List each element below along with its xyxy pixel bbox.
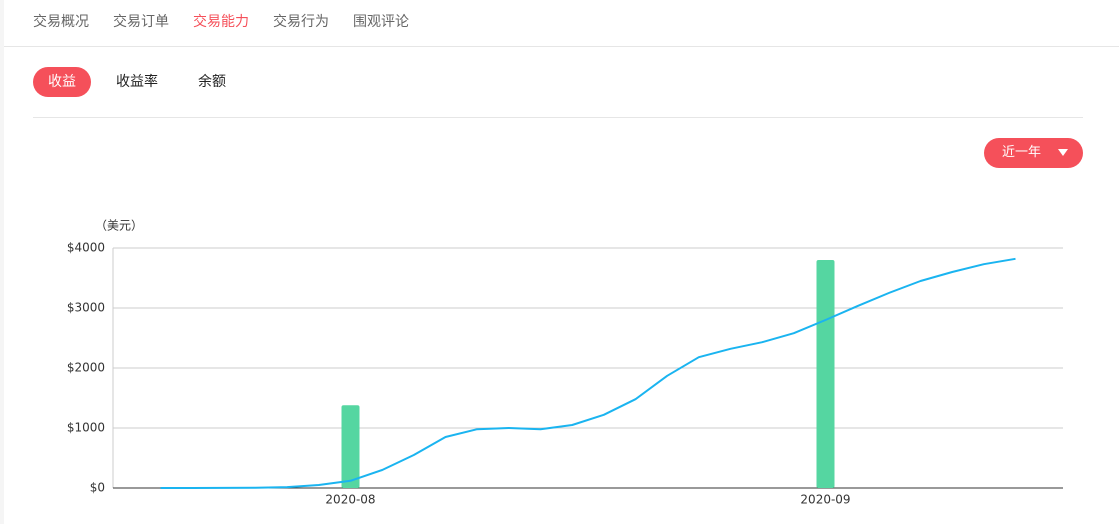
line — [160, 257, 1016, 489]
nav-tab[interactable]: 围观评论 — [353, 14, 409, 30]
y-tick-label: $1000 — [67, 421, 105, 435]
nav-tab[interactable]: 交易能力 — [193, 14, 249, 30]
range-selector[interactable]: 近一年 — [984, 138, 1083, 168]
y-axis-label: （美元） — [95, 219, 143, 233]
sub-tab[interactable]: 收益 — [33, 67, 91, 97]
sub-tab[interactable]: 余额 — [198, 74, 226, 90]
nav-tab[interactable]: 交易概况 — [33, 14, 89, 30]
y-tick-label: $2000 — [67, 361, 105, 375]
y-tick-label: $3000 — [67, 301, 105, 315]
sub-tab[interactable]: 收益率 — [116, 74, 158, 90]
y-tick-label: $4000 — [67, 241, 105, 255]
nav-bar: 交易概况 交易订单 交易能力 交易行为 围观评论 — [4, 0, 1119, 47]
bar — [341, 405, 360, 488]
x-tick-label: 2020-09 — [800, 493, 850, 507]
dropdown-arrow — [1058, 149, 1068, 156]
y-tick-label: $0 — [90, 481, 105, 495]
panel: 交易概况 交易订单 交易能力 交易行为 围观评论 收益 收益率 余额 近一年 — [4, 0, 1119, 524]
x-tick-label: 2020-08 — [325, 493, 375, 507]
bar — [816, 260, 835, 488]
divider — [33, 117, 1083, 118]
nav-tab[interactable]: 交易行为 — [273, 14, 329, 30]
nav-tab[interactable]: 交易订单 — [113, 14, 169, 30]
range-label: 近一年 — [1002, 145, 1042, 160]
